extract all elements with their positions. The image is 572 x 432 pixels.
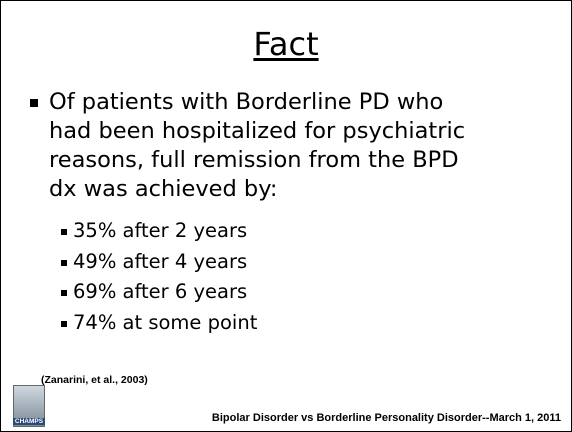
bullet-text: Of patients with Borderline PD who [49,89,444,115]
bullet-text: had been hospitalized for psychiatric [49,118,466,144]
footer: Bipolar Disorder vs Borderline Personali… [211,412,561,424]
sub-bullet-text: 49% after 4 years [73,249,248,273]
bullet-text: reasons, full remission from the BPD [49,147,459,173]
sub-bullet-marker [61,320,67,327]
sub-bullet-text: 74% at some point [73,310,258,334]
sub-bullet-marker [61,290,67,296]
bullet-marker [30,99,38,107]
slide-title: Fact [253,25,319,63]
sub-bullet-text: 69% after 6 years [73,280,248,303]
citation: (Zanarini, et al., 2003) [41,374,148,386]
bullet-text: dx was achieved by: [49,176,278,202]
sub-bullet-text: 35% after 2 years [73,219,248,242]
logo-text: CHAMPS [13,418,45,425]
sub-bullet-marker [61,229,67,235]
sub-bullet-marker [61,259,67,266]
